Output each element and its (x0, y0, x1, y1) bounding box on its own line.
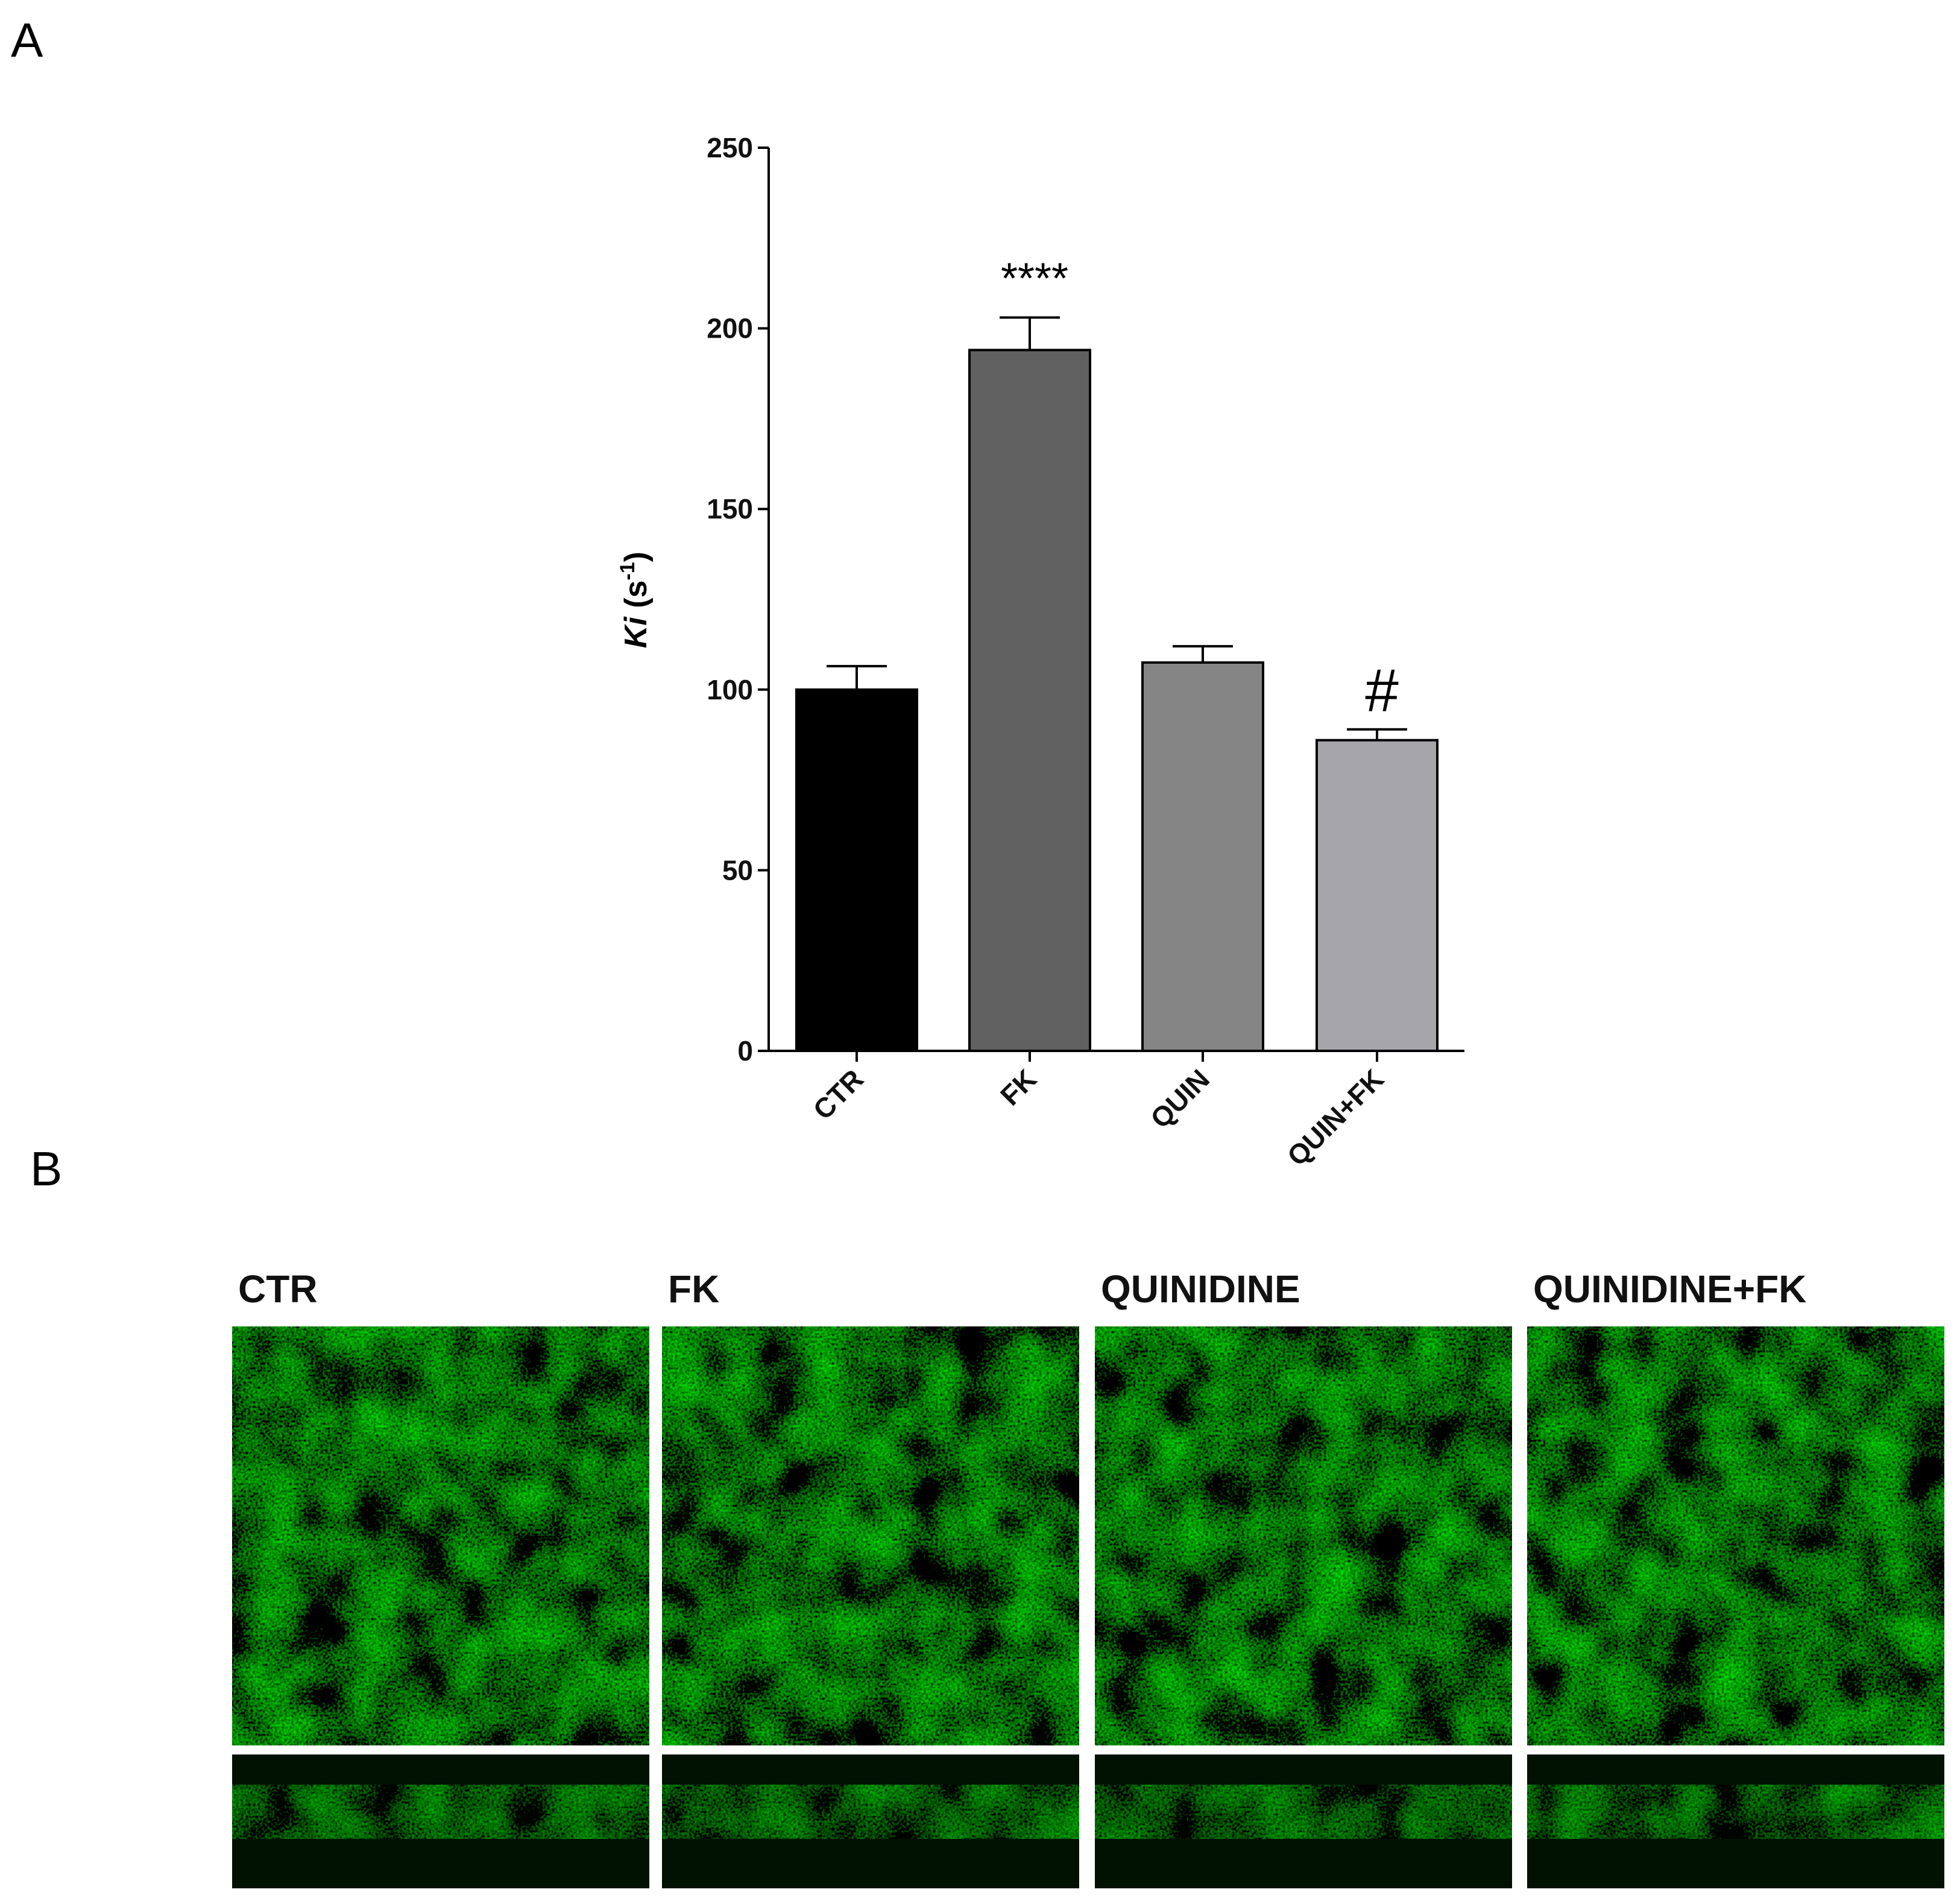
bar-chart: 0 50 100 150 200 250 CTR FK **** QUIN QUIN+FK # (707, 132, 1464, 1172)
micrograph-xz-texture (1527, 1785, 1944, 1839)
micrograph-xy-texture (1095, 1326, 1512, 1745)
micrograph-xz-texture (1095, 1785, 1512, 1839)
y-label-part: (s (619, 580, 654, 617)
y-tick-label: 200 (707, 313, 753, 344)
y-tick-label: 100 (707, 674, 753, 705)
bar (1316, 739, 1439, 1052)
micrograph-xz-texture (232, 1785, 649, 1839)
micrograph-title: QUINIDINE (1101, 1267, 1300, 1311)
x-tick-label: FK (994, 1063, 1042, 1111)
bar (968, 348, 1091, 1052)
micrograph-title: FK (668, 1267, 719, 1311)
y-tick-label: 150 (707, 493, 753, 525)
y-label-part: -1 (616, 562, 639, 580)
micrograph-xz-texture (662, 1785, 1079, 1839)
x-tick-label: CTR (807, 1063, 869, 1126)
micrograph-xy-texture (1527, 1326, 1944, 1745)
micrographs: CTR FK QUINIDINE QUINIDINE+FK (232, 1267, 1944, 1888)
significance-mark: # (1365, 657, 1399, 725)
panel-label: B (30, 1142, 62, 1196)
significance-mark: **** (1001, 255, 1068, 303)
y-tick-label: 0 (737, 1035, 753, 1067)
x-tick-label: QUIN+FK (1281, 1063, 1390, 1171)
y-axis-label: Ki (s-1) (616, 552, 654, 648)
x-tick-label: QUIN (1144, 1063, 1215, 1134)
micrograph-xy-texture (232, 1326, 649, 1745)
micrograph-xy-texture (662, 1326, 1079, 1745)
y-label-part: Ki (619, 616, 654, 649)
micrograph-title: CTR (238, 1267, 318, 1311)
y-tick-label: 250 (707, 132, 753, 163)
y-tick-label: 50 (722, 854, 753, 886)
y-label-part: ) (619, 552, 654, 562)
bar (795, 688, 918, 1053)
panel-label: A (11, 13, 43, 67)
bar (1141, 661, 1264, 1052)
micrograph-title: QUINIDINE+FK (1533, 1267, 1806, 1311)
